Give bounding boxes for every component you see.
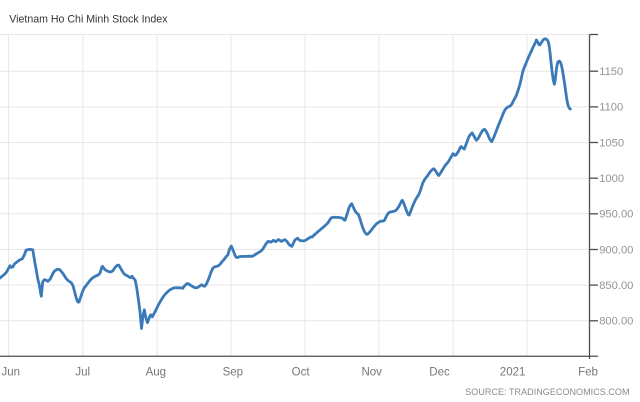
svg-text:Vietnam Ho Chi Minh Stock Inde: Vietnam Ho Chi Minh Stock Index [9, 14, 168, 26]
svg-text:2021: 2021 [500, 367, 526, 379]
svg-text:800.00: 800.00 [599, 316, 633, 328]
svg-text:Feb: Feb [578, 367, 598, 379]
svg-text:900.00: 900.00 [599, 244, 633, 256]
svg-text:SOURCE: TRADINGECONOMICS.COM: SOURCE: TRADINGECONOMICS.COM [465, 387, 629, 397]
svg-text:1050: 1050 [599, 137, 624, 149]
svg-text:1100: 1100 [599, 102, 623, 114]
svg-text:1000: 1000 [599, 173, 624, 185]
svg-text:Nov: Nov [361, 367, 382, 379]
svg-text:Jun: Jun [2, 367, 21, 379]
svg-text:Aug: Aug [146, 367, 166, 379]
svg-text:Dec: Dec [429, 367, 450, 379]
svg-text:950.00: 950.00 [599, 209, 633, 221]
svg-text:Jul: Jul [75, 367, 90, 379]
svg-text:1150: 1150 [599, 66, 623, 78]
svg-text:Sep: Sep [223, 367, 243, 379]
svg-text:Oct: Oct [292, 367, 311, 379]
svg-text:850.00: 850.00 [599, 280, 633, 292]
